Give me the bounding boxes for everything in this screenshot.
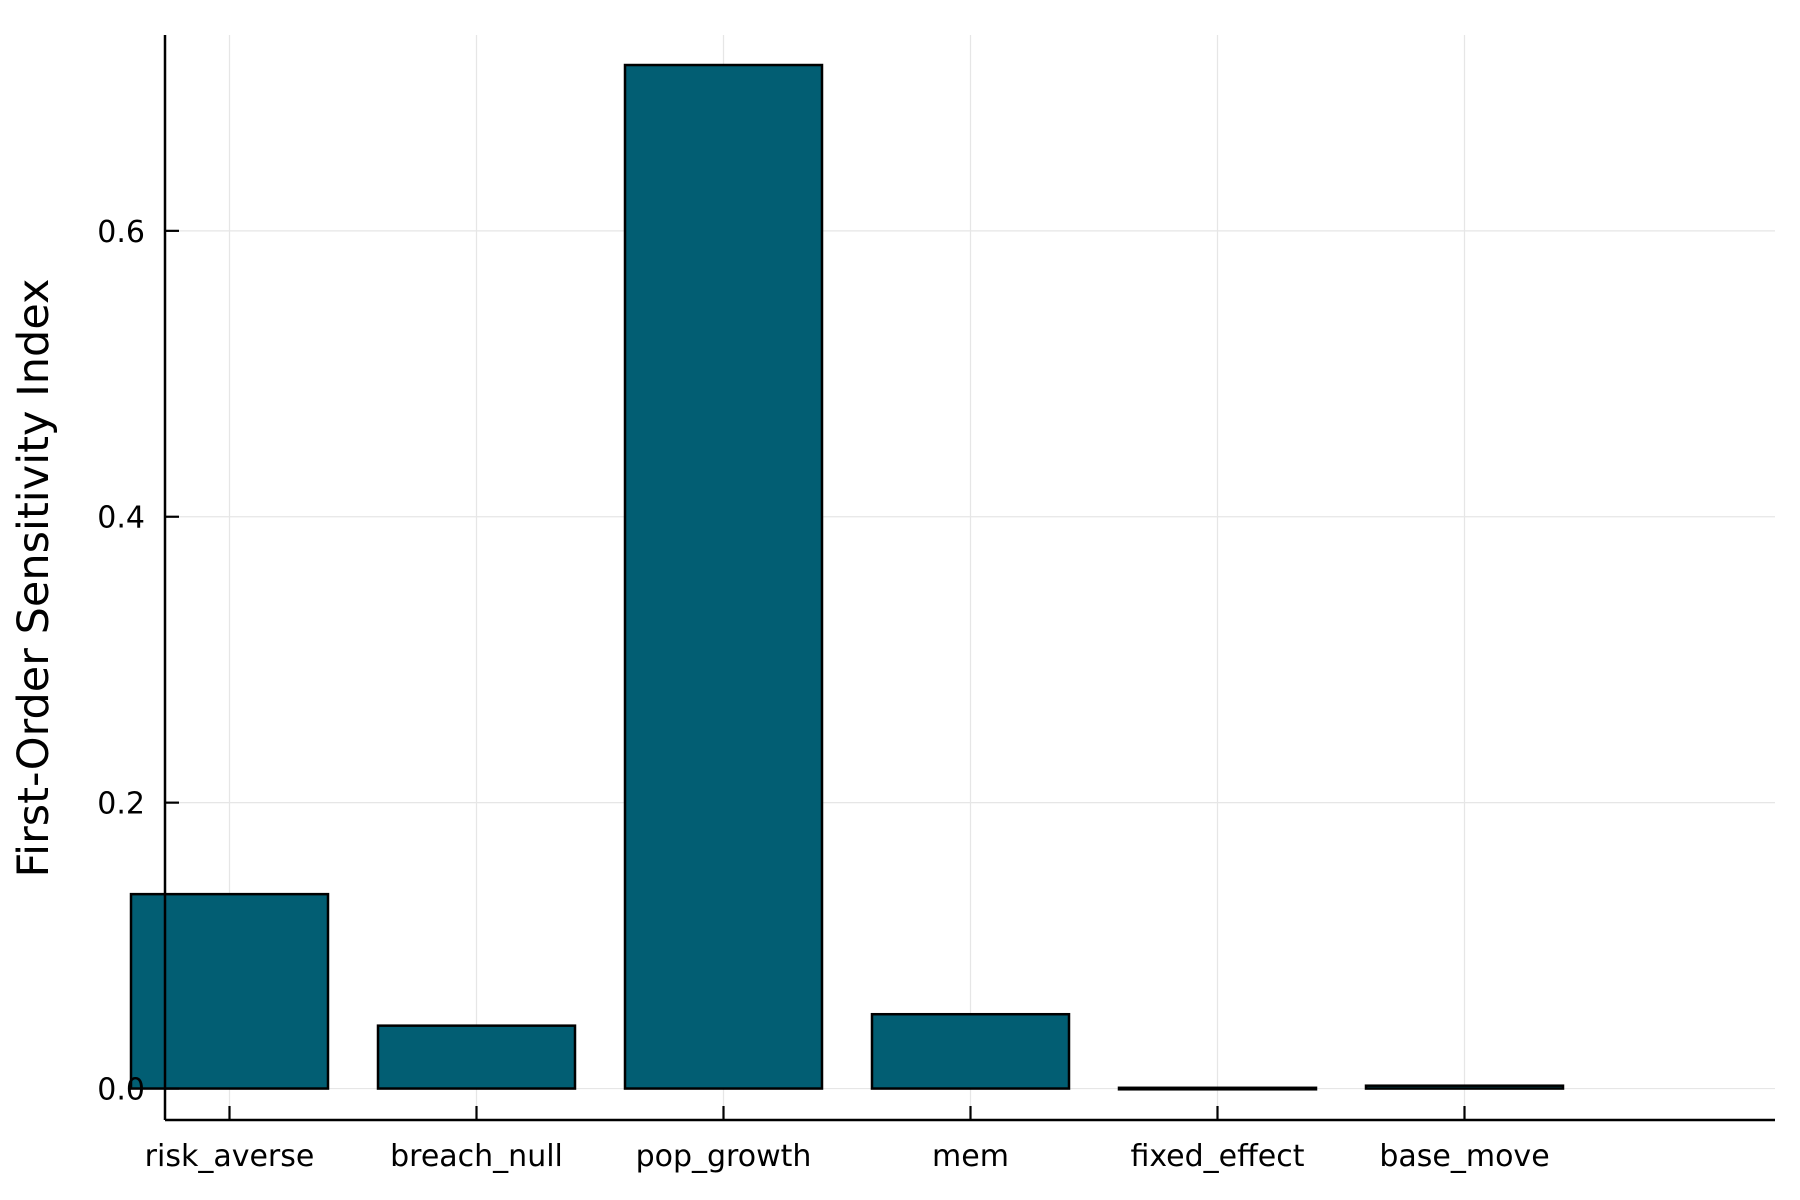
x-tick-label: breach_null <box>390 1139 563 1174</box>
bar-breach-null <box>376 1024 577 1090</box>
bar-mem <box>870 1012 1071 1090</box>
y-axis-title: First-Order Sensitivity Index <box>9 279 59 878</box>
ticks <box>165 229 1466 1120</box>
x-tick-label: pop_growth <box>636 1139 812 1174</box>
y-tick-label: 0.4 <box>97 501 145 536</box>
x-tick-label: mem <box>932 1139 1009 1174</box>
y-tick-label: 0.6 <box>97 215 145 250</box>
grid-lines <box>165 35 1775 1120</box>
tick-labels: 0.0 0.2 0.4 0.6 risk_averse breach_null pop_gr… <box>97 215 1549 1174</box>
bar-base-move <box>1364 1084 1565 1090</box>
y-tick-label: 0.2 <box>97 787 145 822</box>
x-tick-label: risk_averse <box>145 1139 315 1174</box>
x-tick-label: fixed_effect <box>1130 1139 1304 1174</box>
x-tick-label: base_move <box>1379 1139 1549 1174</box>
bar-risk-averse <box>129 892 330 1090</box>
bar-fixed-effect <box>1117 1086 1318 1091</box>
bars <box>129 63 1565 1091</box>
bar-pop-growth <box>623 63 824 1090</box>
y-tick-label: 0.0 <box>97 1073 145 1108</box>
